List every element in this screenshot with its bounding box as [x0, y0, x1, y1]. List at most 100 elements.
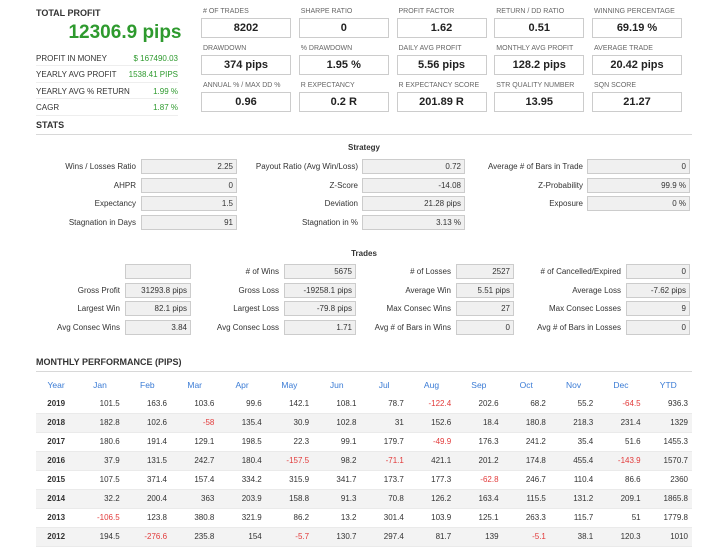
- trades-stat-label: # of Cancelled/Expired: [540, 267, 622, 276]
- monthly-header-cell: Mar: [187, 380, 203, 390]
- monthly-value-cell: 120.3: [597, 527, 645, 547]
- monthly-value-cell: 235.8: [171, 527, 219, 547]
- trades-stat-label: # of Wins: [245, 267, 279, 276]
- strategy-stat-label: Stagnation in Days: [68, 217, 136, 227]
- metric-box: DAILY AVG PROFIT 5.56 pips: [396, 43, 487, 84]
- monthly-value-cell: -5.1: [502, 527, 550, 547]
- metric-label: DAILY AVG PROFIT: [398, 45, 462, 52]
- monthly-header-cell: Nov: [566, 380, 582, 390]
- monthly-header-cell: Oct: [519, 380, 533, 390]
- monthly-value-cell: 179.7: [360, 432, 408, 452]
- monthly-value-cell: 126.2: [407, 489, 456, 509]
- metric-value: 374 pips: [201, 55, 291, 75]
- monthly-value-cell: -58: [171, 413, 219, 433]
- monthly-value-cell: 191.4: [123, 432, 172, 452]
- monthly-value-cell: 157.4: [171, 470, 219, 490]
- metric-label: AVERAGE TRADE: [594, 45, 653, 52]
- summary-row-label: PROFIT IN MONEY: [36, 53, 107, 63]
- metric-label: WINNING PERCENTAGE: [594, 8, 675, 15]
- monthly-row: 2014 32.2 200.4 363 203.9 158.8 91.3 70.8 126.2 1…: [36, 489, 692, 509]
- monthly-value-cell: 115.7: [549, 508, 598, 528]
- monthly-year-cell: 2013: [36, 508, 77, 528]
- monthly-value-cell: 35.4: [549, 432, 598, 452]
- strategy-stat-value: 2.25: [141, 159, 237, 174]
- monthly-value-cell: 163.4: [455, 489, 503, 509]
- total-profit-title: TOTAL PROFIT: [36, 8, 101, 18]
- monthly-value-cell: 99.6: [218, 394, 266, 414]
- monthly-value-cell: 180.6: [76, 432, 124, 452]
- monthly-value-cell: 380.8: [171, 508, 219, 528]
- trades-stat-value: [125, 264, 191, 279]
- monthly-value-cell: 163.6: [123, 394, 172, 414]
- strategy-stat-value: 3.13 %: [362, 214, 465, 230]
- monthly-header-cell: Jul: [378, 380, 390, 390]
- monthly-value-cell: 455.4: [549, 451, 598, 471]
- monthly-value-cell: 13.2: [313, 508, 361, 528]
- monthly-value-cell: 32.2: [76, 489, 124, 509]
- monthly-value-cell: 334.2: [218, 470, 266, 490]
- metric-box: PROFIT FACTOR 1.62: [396, 6, 487, 47]
- trades-stat-label: Largest Win: [77, 304, 120, 313]
- monthly-value-cell: 115.5: [502, 489, 550, 509]
- monthly-value-cell: 18.4: [455, 413, 503, 433]
- monthly-row: 2019 101.5 163.6 103.6 99.6 142.1 108.1 78.7 -12…: [36, 394, 692, 414]
- monthly-title: MONTHLY PERFORMANCE (PIPS): [36, 357, 182, 367]
- monthly-value-cell: 231.4: [597, 413, 645, 433]
- trades-stat-label: Avg Consec Wins: [57, 322, 120, 332]
- trades-stat-value: 0: [456, 319, 514, 335]
- monthly-value-cell: 201.2: [455, 451, 503, 471]
- monthly-year-cell: 2019: [36, 394, 77, 414]
- monthly-value-cell: 176.3: [455, 432, 503, 452]
- trades-stat-label: Max Consec Losses: [548, 304, 621, 313]
- metric-value: 69.19 %: [592, 18, 682, 38]
- metric-label: % DRAWDOWN: [300, 45, 353, 52]
- monthly-value-cell: 246.7: [502, 470, 550, 490]
- monthly-value-cell: 78.7: [360, 394, 408, 414]
- monthly-header-cell: YTD: [659, 380, 677, 390]
- trades-stat-value: -7.62 pips: [626, 282, 690, 298]
- monthly-value-cell: -122.4: [407, 394, 456, 414]
- monthly-value-cell: 68.2: [502, 394, 550, 414]
- metric-label: MONTHLY AVG PROFIT: [496, 45, 574, 52]
- metric-value: 1.95 %: [298, 55, 389, 75]
- metric-label: SHARPE RATIO: [300, 8, 353, 15]
- monthly-value-cell: 81.7: [407, 527, 456, 547]
- metric-box: ANNUAL % / MAX DD % 0.96: [201, 80, 291, 121]
- monthly-table: Year Jan Feb Mar Apr May Jun Jul Aug Sep Oct Nov Dec…: [36, 376, 692, 547]
- summary-row: PROFIT IN MONEY $ 167490.03: [36, 51, 178, 66]
- monthly-value-cell: 152.6: [407, 413, 456, 433]
- monthly-value-cell: 30.9: [265, 413, 314, 433]
- monthly-value-cell: -276.6: [123, 527, 172, 547]
- metric-value: 0: [298, 18, 389, 38]
- monthly-value-cell: 102.6: [123, 413, 172, 433]
- monthly-value-cell: 315.9: [265, 470, 314, 490]
- trades-stat-label: Average Loss: [572, 285, 621, 295]
- trades-stat-label: Avg # of Bars in Wins: [374, 322, 451, 332]
- metric-value: 13.95: [494, 92, 585, 112]
- monthly-row: 2013 -106.5 123.8 380.8 321.9 86.2 13.2 301.4 10…: [36, 508, 692, 528]
- monthly-row: 2012 194.5 -276.6 235.8 154 -5.7 130.7 297.4 81.…: [36, 527, 692, 547]
- monthly-value-cell: 99.1: [313, 432, 361, 452]
- trades-stat-value: 2527: [456, 264, 514, 279]
- strategy-stat-label: Z-Score: [329, 180, 358, 190]
- strategy-stat-value: 0 %: [587, 196, 690, 211]
- metric-label: # OF TRADES: [203, 8, 249, 15]
- summary-row-label: YEARLY AVG PROFIT: [36, 70, 117, 79]
- monthly-value-cell: 297.4: [360, 527, 408, 547]
- monthly-value-cell: 98.2: [313, 451, 361, 471]
- metric-box: WINNING PERCENTAGE 69.19 %: [592, 6, 682, 47]
- metric-box: AVERAGE TRADE 20.42 pips: [592, 43, 682, 84]
- trades-stat-value: -19258.1 pips: [284, 282, 356, 298]
- monthly-value-cell: 158.8: [265, 489, 314, 509]
- monthly-value-cell: 154: [218, 527, 266, 547]
- monthly-value-cell: 123.8: [123, 508, 172, 528]
- total-profit-value: 12306.9 pips: [68, 22, 182, 43]
- strategy-stat-value: 99.9 %: [587, 177, 690, 193]
- monthly-value-cell: 218.3: [549, 413, 598, 433]
- summary-row: YEARLY AVG PROFIT 1538.41 PIPS: [36, 68, 178, 83]
- metric-value: 0.51: [494, 18, 585, 38]
- trades-stat-label: Average Win: [405, 285, 451, 295]
- strategy-stat-label: Wins / Losses Ratio: [65, 162, 136, 171]
- monthly-value-cell: 202.6: [455, 394, 503, 414]
- monthly-value-cell: 51.6: [597, 432, 645, 452]
